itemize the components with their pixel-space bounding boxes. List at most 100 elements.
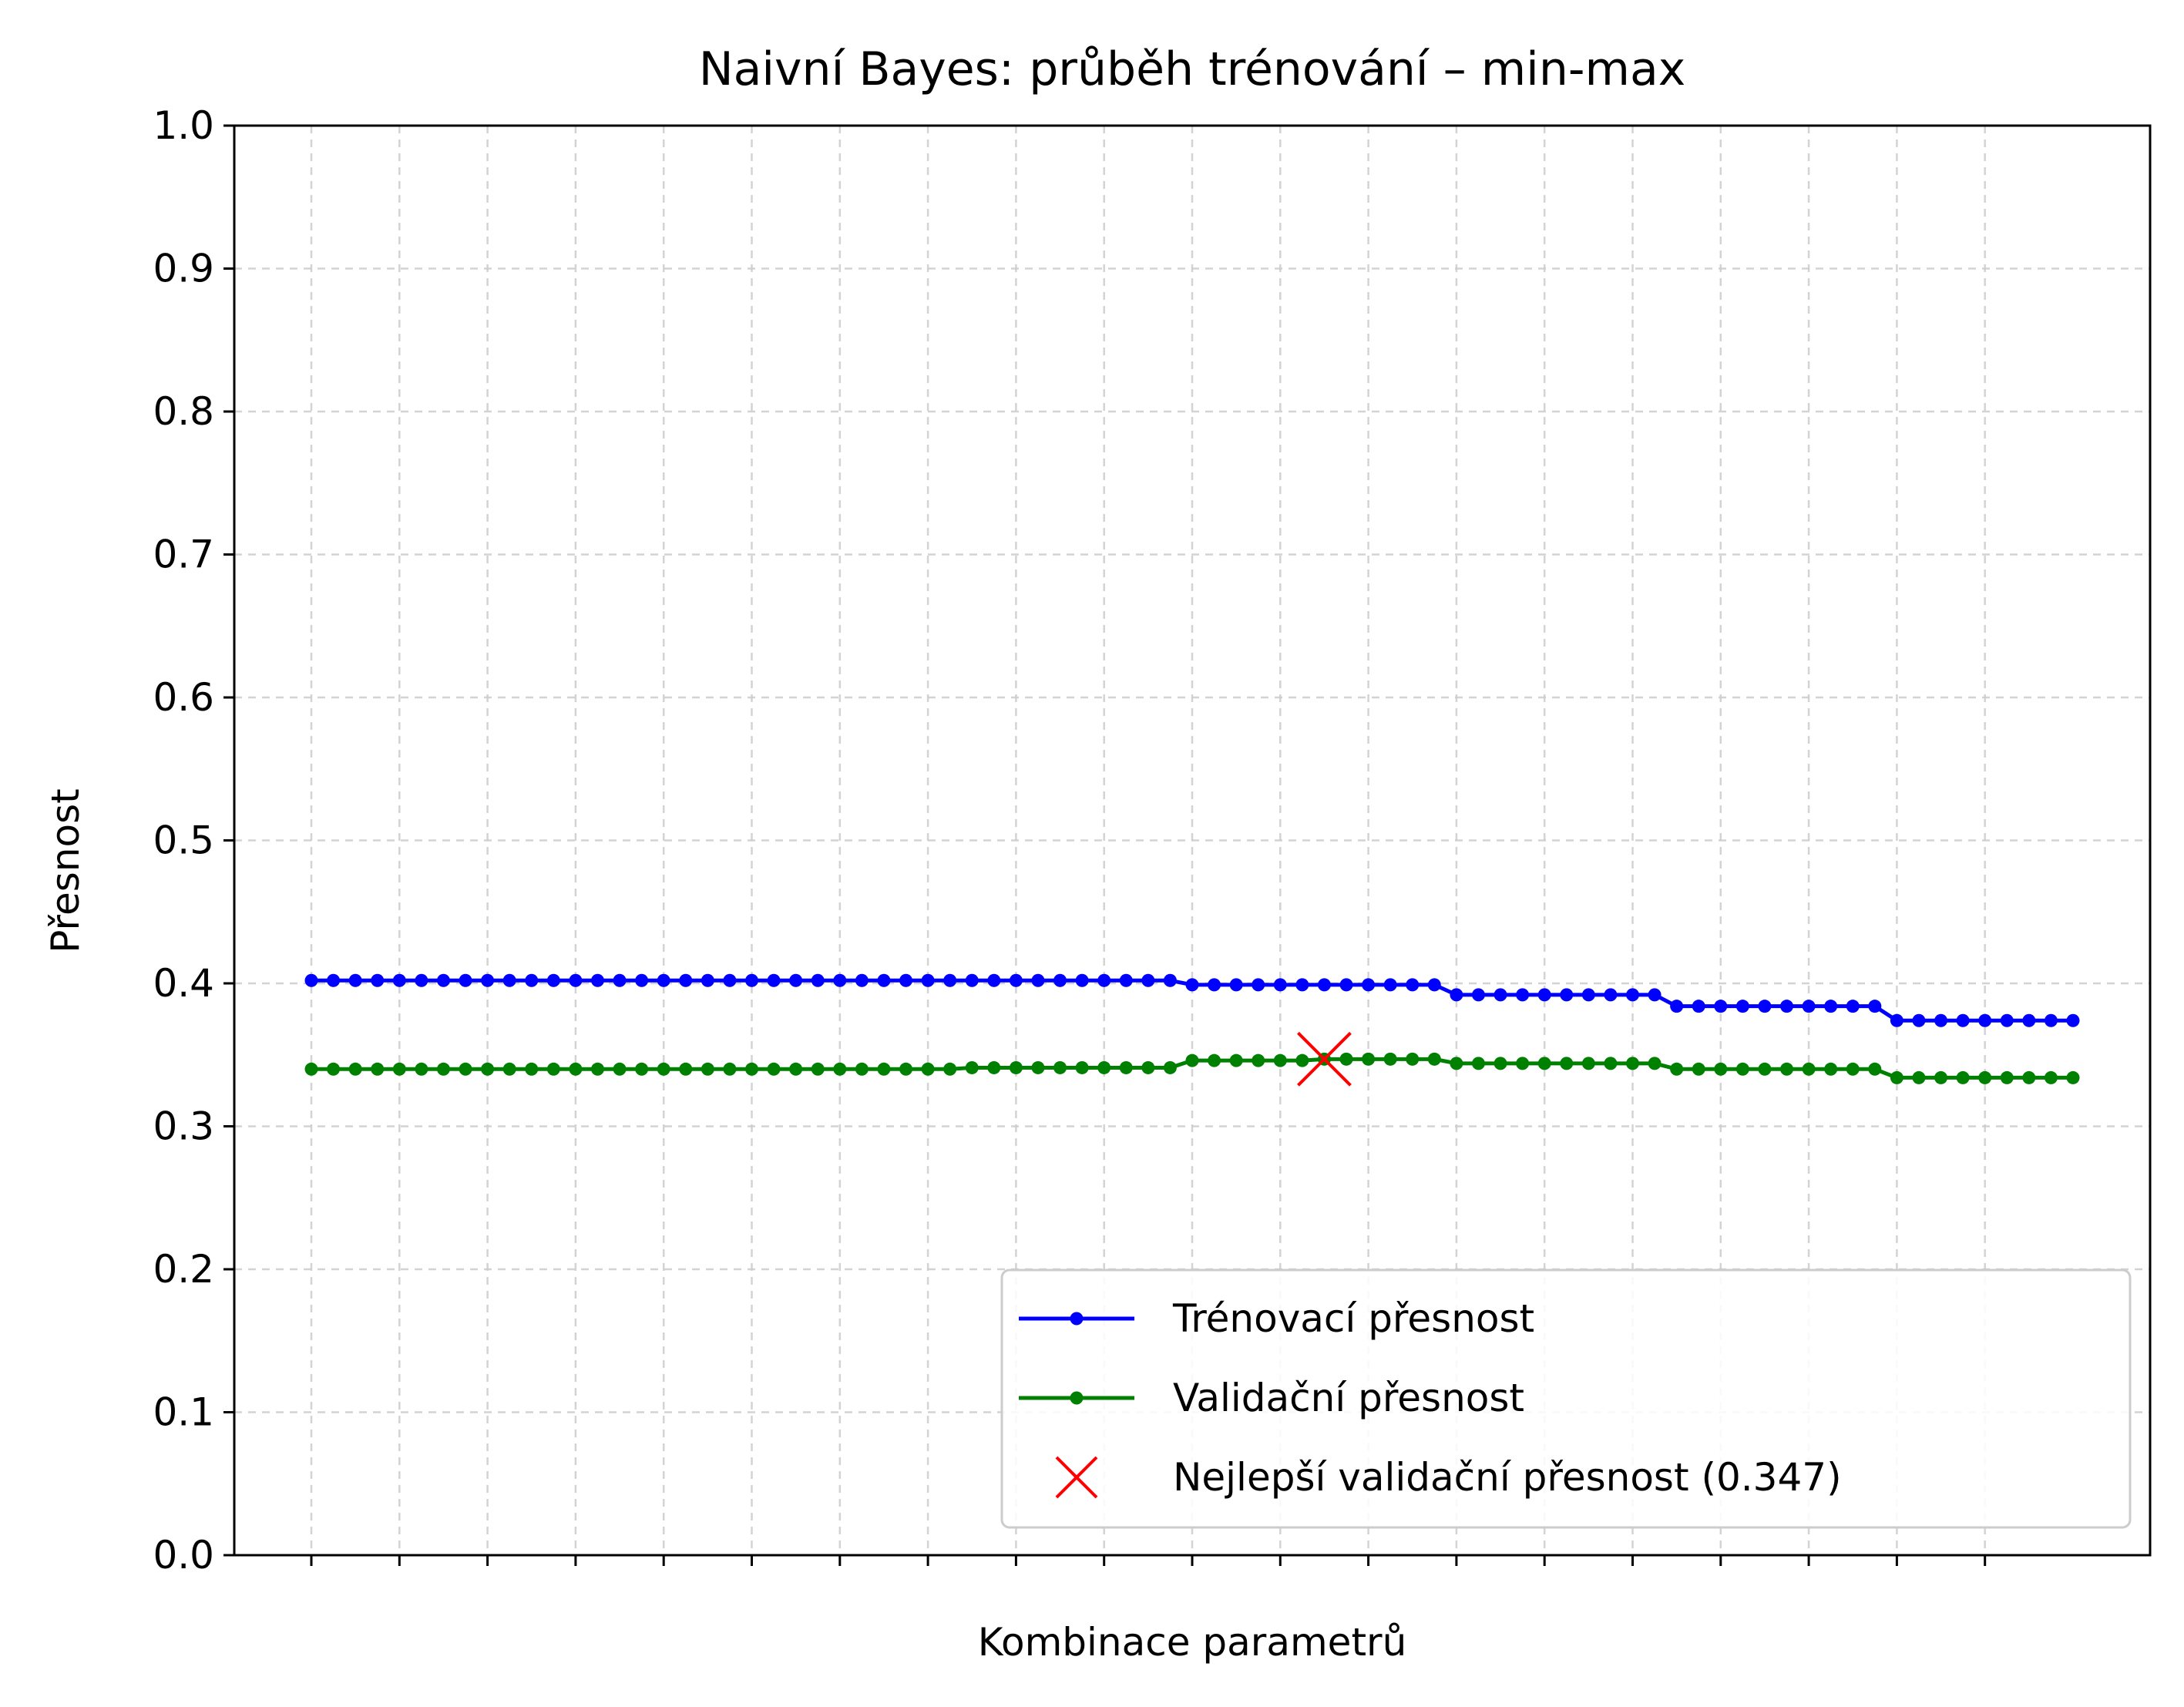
data-point bbox=[2022, 1013, 2036, 1027]
data-point bbox=[1163, 973, 1177, 987]
y-axis-title: Přesnost bbox=[43, 788, 88, 953]
data-point bbox=[1890, 1070, 1903, 1084]
best-marker-layer bbox=[1297, 1031, 1352, 1087]
data-point bbox=[1031, 973, 1045, 987]
data-point bbox=[1163, 1060, 1177, 1074]
data-point bbox=[877, 1062, 891, 1076]
data-point bbox=[1031, 1060, 1045, 1074]
data-point bbox=[1141, 973, 1155, 987]
data-point bbox=[1075, 1060, 1089, 1074]
data-point bbox=[1362, 978, 1376, 992]
data-point bbox=[811, 973, 825, 987]
data-point bbox=[1494, 1057, 1507, 1070]
data-point bbox=[921, 1062, 935, 1076]
data-point bbox=[348, 973, 362, 987]
data-point bbox=[1956, 1013, 1970, 1027]
data-point bbox=[1934, 1070, 1948, 1084]
data-point bbox=[327, 973, 341, 987]
data-point bbox=[723, 973, 737, 987]
data-point bbox=[635, 973, 649, 987]
data-point bbox=[1978, 1013, 1992, 1027]
data-point bbox=[1912, 1070, 1926, 1084]
data-point bbox=[943, 973, 957, 987]
data-point bbox=[1780, 1062, 1794, 1076]
data-point bbox=[1604, 1057, 1618, 1070]
y-tick-label: 1.0 bbox=[153, 103, 214, 148]
data-point bbox=[1625, 1057, 1639, 1070]
data-point bbox=[1537, 1057, 1551, 1070]
y-tick-label: 0.9 bbox=[153, 247, 214, 291]
data-point bbox=[1824, 1062, 1838, 1076]
data-point bbox=[1604, 988, 1618, 1002]
data-point bbox=[1427, 978, 1441, 992]
legend-box bbox=[1000, 1268, 2132, 1529]
data-point bbox=[987, 1060, 1001, 1074]
data-point bbox=[833, 1062, 847, 1076]
data-point bbox=[1208, 978, 1221, 992]
legend-swatch-marker bbox=[1070, 1312, 1084, 1326]
data-point bbox=[613, 1062, 627, 1076]
data-point bbox=[1581, 1057, 1595, 1070]
data-point bbox=[1735, 1062, 1749, 1076]
data-point bbox=[1208, 1053, 1221, 1067]
data-point bbox=[1934, 1013, 1948, 1027]
data-point bbox=[459, 1062, 472, 1076]
y-tick-label: 0.5 bbox=[153, 818, 214, 863]
data-point bbox=[701, 1062, 714, 1076]
data-point bbox=[1471, 988, 1485, 1002]
data-point bbox=[767, 1062, 781, 1076]
data-point bbox=[1868, 1062, 1882, 1076]
series-lines bbox=[304, 973, 2080, 1084]
data-point bbox=[635, 1062, 649, 1076]
legend-item: Nejlepší validační přesnost (0.347) bbox=[1055, 1455, 1842, 1500]
data-point bbox=[1097, 973, 1111, 987]
data-point bbox=[436, 1062, 450, 1076]
data-point bbox=[590, 1062, 604, 1076]
data-point bbox=[1252, 1053, 1265, 1067]
data-point bbox=[1692, 1062, 1705, 1076]
y-tick-label: 0.3 bbox=[153, 1104, 214, 1149]
data-point bbox=[1802, 1062, 1816, 1076]
data-point bbox=[415, 1062, 428, 1076]
data-point bbox=[1537, 988, 1551, 1002]
y-tick-label: 0.8 bbox=[153, 389, 214, 434]
data-point bbox=[1427, 1052, 1441, 1066]
data-point bbox=[811, 1062, 825, 1076]
x-axis-title: Kombinace parametrů bbox=[978, 1620, 1407, 1665]
data-point bbox=[1648, 1057, 1662, 1070]
data-point bbox=[525, 973, 539, 987]
data-point bbox=[1252, 978, 1265, 992]
y-tick-label: 0.0 bbox=[153, 1533, 214, 1578]
data-point bbox=[1075, 973, 1089, 987]
legend-label: Nejlepší validační přesnost (0.347) bbox=[1173, 1455, 1842, 1500]
axis-ticks: 0.0 0.1 0.2 0.3 0.4 0.5 0.6 0.7 0.8 0.9 1.0 bbox=[153, 103, 1987, 1578]
data-point bbox=[569, 973, 583, 987]
data-point bbox=[745, 1062, 759, 1076]
data-point bbox=[1846, 1000, 1860, 1013]
data-point bbox=[502, 1062, 516, 1076]
data-point bbox=[546, 1062, 560, 1076]
data-point bbox=[1009, 973, 1023, 987]
chart-title: Naivní Bayes: průběh trénování – min-max bbox=[699, 42, 1686, 96]
data-point bbox=[855, 973, 869, 987]
legend-item: Trénovací přesnost bbox=[1019, 1296, 1534, 1341]
data-point bbox=[987, 973, 1001, 987]
data-point bbox=[1625, 988, 1639, 1002]
data-point bbox=[392, 1062, 406, 1076]
data-point bbox=[546, 973, 560, 987]
data-point bbox=[1053, 1060, 1067, 1074]
data-point bbox=[1516, 1057, 1530, 1070]
data-point bbox=[1119, 973, 1133, 987]
data-point bbox=[2022, 1070, 2036, 1084]
data-point bbox=[415, 973, 428, 987]
data-point bbox=[657, 1062, 670, 1076]
data-point bbox=[1273, 978, 1287, 992]
data-point bbox=[1383, 1052, 1397, 1066]
series-train bbox=[304, 973, 2080, 1027]
data-point bbox=[459, 973, 472, 987]
data-point bbox=[1670, 1062, 1684, 1076]
data-point bbox=[965, 1060, 979, 1074]
data-point bbox=[855, 1062, 869, 1076]
data-point bbox=[1185, 1053, 1199, 1067]
data-point bbox=[1868, 1000, 1882, 1013]
